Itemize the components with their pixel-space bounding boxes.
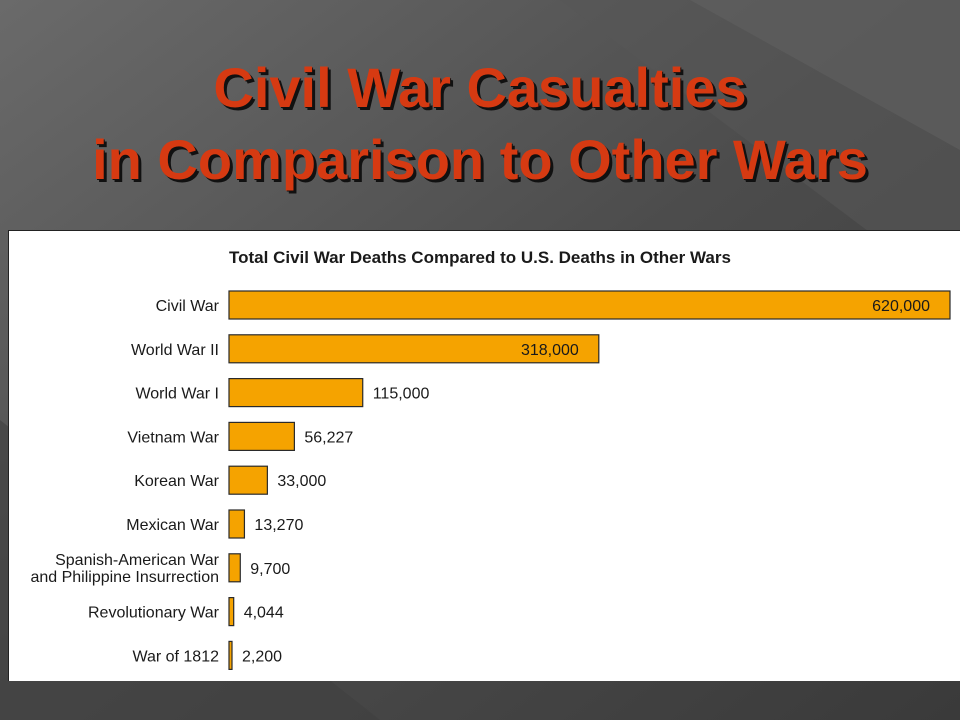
bar [228,553,241,583]
data-label: 13,270 [254,517,303,534]
slide-title: Civil War Casualties in Comparison to Ot… [0,52,960,196]
data-label: 115,000 [373,386,430,403]
bar-chart: Total Civil War Deaths Compared to U.S. … [30,248,951,670]
bar [228,378,364,408]
category-label: Vietnam War [127,429,219,446]
chart-title: Total Civil War Deaths Compared to U.S. … [229,248,731,267]
slide-title-line-2: in Comparison to Other Wars [92,128,868,191]
data-label: 2,200 [242,648,282,665]
data-label: 4,044 [244,605,284,622]
bar [228,290,951,320]
category-label: Spanish-American War and Philippine Insur… [30,552,219,586]
chart-panel: Total Civil War Deaths Compared to U.S. … [8,230,960,681]
category-label: Revolutionary War [88,605,220,622]
data-label: 318,000 [521,342,579,359]
bar [228,597,235,627]
data-label: 620,000 [872,298,930,315]
category-label: World War I [135,386,219,403]
data-label: 33,000 [277,473,326,490]
bar [228,421,295,451]
bar [228,465,268,495]
category-label: Korean War [134,473,219,490]
category-label: Civil War [156,298,220,315]
slide-title-line-1: Civil War Casualties [213,56,747,119]
bar-group: Civil War 620,000 World War II 318,000 World… [30,290,951,670]
bar [228,509,246,539]
category-label: Mexican War [126,517,219,534]
category-label: World War II [131,342,219,359]
category-label: War of 1812 [132,648,219,665]
data-label: 9,700 [250,561,290,578]
bar [228,334,600,364]
bar [228,640,233,670]
data-label: 56,227 [304,429,353,446]
